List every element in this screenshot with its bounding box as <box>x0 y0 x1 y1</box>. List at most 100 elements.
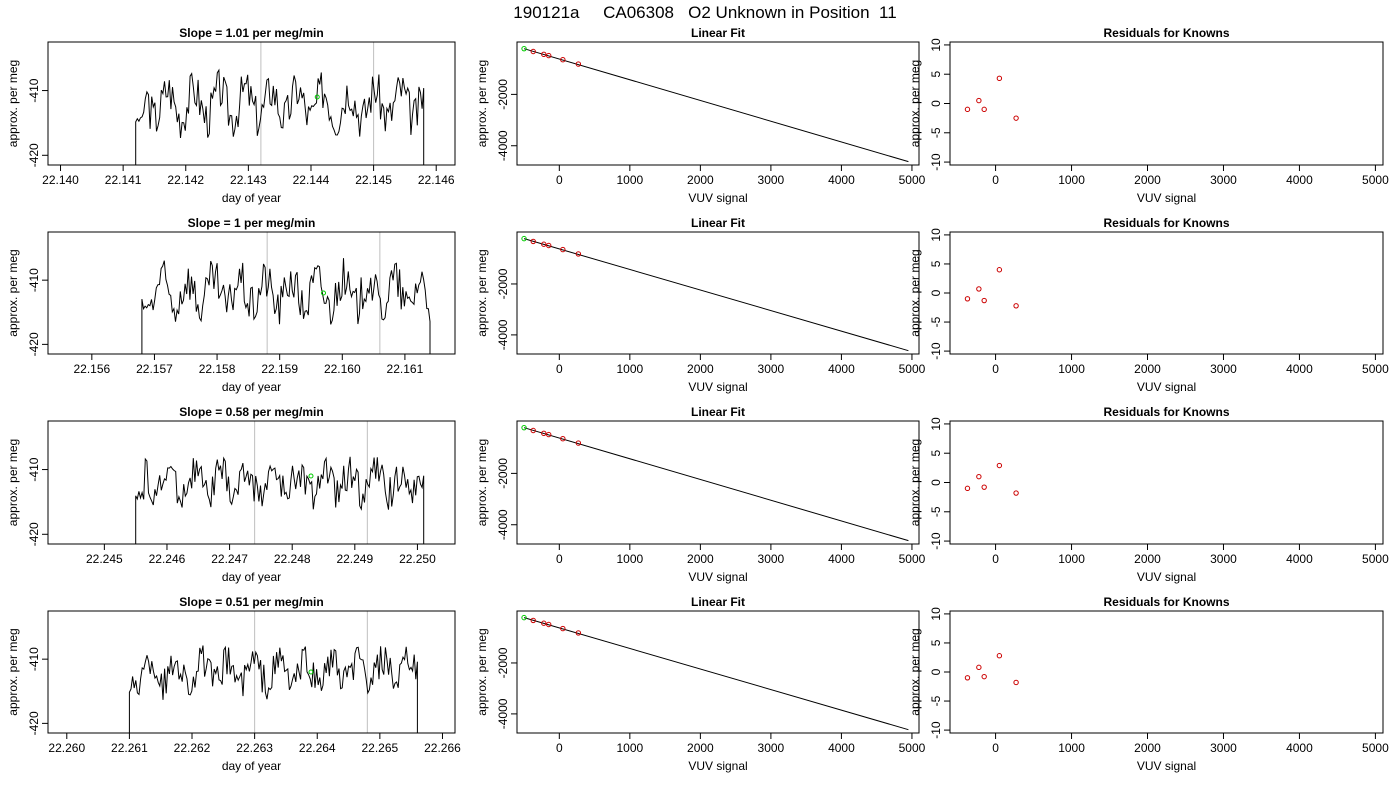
signal-trace <box>128 645 418 733</box>
data-point <box>541 430 547 437</box>
x-axis-label: day of year <box>222 570 281 584</box>
data-point <box>546 431 552 438</box>
data-point <box>964 485 971 492</box>
data-point <box>530 617 536 624</box>
y-tick-label: -420 <box>27 711 41 735</box>
data-point <box>1013 679 1019 686</box>
x-tick-label: 2000 <box>1134 552 1161 566</box>
y-tick-label: -5 <box>929 127 943 138</box>
plot-area <box>141 232 431 354</box>
unknown-point <box>521 424 527 431</box>
data-point <box>530 238 536 245</box>
plot-area <box>964 267 1019 309</box>
x-tick-label: 5000 <box>1362 741 1389 755</box>
panel-title: Slope = 1.01 per meg/min <box>179 26 323 40</box>
x-axis-label: day of year <box>222 759 281 773</box>
data-point <box>976 473 982 480</box>
x-axis-label: day of year <box>222 380 281 394</box>
x-axis-label: VUV signal <box>1137 570 1196 584</box>
plot-area <box>521 235 909 352</box>
panel-title: Residuals for Knowns <box>1103 26 1229 40</box>
data-point <box>976 97 982 104</box>
y-axis-label: approx. per meg <box>908 439 922 526</box>
panel-1: Slope = 1.01 per meg/min day of year appro… <box>6 26 456 205</box>
x-tick-label: 22.261 <box>111 741 148 755</box>
plot-area <box>964 653 1019 686</box>
x-tick-label: 4000 <box>828 741 855 755</box>
plot-frame <box>949 41 1384 166</box>
x-tick-label: 5000 <box>899 362 926 376</box>
unknown-point <box>308 473 314 479</box>
x-tick-label: 22.161 <box>387 362 424 376</box>
plot-frame <box>949 610 1384 734</box>
x-tick-label: 3000 <box>758 741 785 755</box>
data-point <box>964 675 971 681</box>
panel-title: Residuals for Knowns <box>1103 216 1229 230</box>
y-tick-label: -10 <box>929 721 943 739</box>
data-point <box>1013 303 1019 309</box>
plot-area <box>135 421 425 544</box>
x-tick-label: 0 <box>992 362 999 376</box>
unknown-point <box>521 614 527 621</box>
x-tick-label: 2000 <box>687 741 714 755</box>
x-tick-label: 22.266 <box>424 741 461 755</box>
x-tick-label: 0 <box>992 552 999 566</box>
x-tick-label: 5000 <box>899 552 926 566</box>
unknown-point <box>521 45 527 52</box>
plot-area <box>128 611 418 733</box>
x-axis-label: VUV signal <box>688 191 747 205</box>
x-tick-label: 22.260 <box>48 741 85 755</box>
x-tick-label: 22.246 <box>149 552 186 566</box>
plot-frame <box>516 420 920 545</box>
panel-title: Linear Fit <box>691 216 745 230</box>
y-tick-label: -2000 <box>496 79 510 110</box>
data-point <box>575 251 582 257</box>
y-axis-label: approx. per meg <box>6 60 20 147</box>
x-axis-label: VUV signal <box>1137 759 1196 773</box>
x-tick-label: 4000 <box>828 173 855 187</box>
plot-frame <box>516 231 920 355</box>
y-tick-label: -4000 <box>496 698 510 729</box>
y-axis-label: approx. per meg <box>475 249 489 336</box>
y-axis-label: approx. per meg <box>475 60 489 147</box>
data-point <box>560 436 566 442</box>
x-tick-label: 22.141 <box>105 173 142 187</box>
plot-area <box>521 614 909 731</box>
data-point <box>575 440 582 446</box>
data-point <box>575 61 582 67</box>
y-tick-label: 0 <box>929 668 943 675</box>
x-axis-label: VUV signal <box>688 380 747 394</box>
data-point <box>541 51 547 58</box>
x-axis-label: VUV signal <box>1137 380 1196 394</box>
y-tick-label: -410 <box>27 268 41 292</box>
x-tick-label: 0 <box>992 173 999 187</box>
x-tick-label: 1000 <box>616 362 643 376</box>
data-point <box>1013 490 1019 496</box>
x-tick-label: 1000 <box>616 173 643 187</box>
panel-title: Slope = 0.51 per meg/min <box>179 595 323 609</box>
plot-area <box>135 42 425 165</box>
y-axis-label: approx. per meg <box>908 249 922 336</box>
y-axis-label: approx. per meg <box>6 439 20 526</box>
x-tick-label: 22.262 <box>174 741 211 755</box>
x-axis-label: VUV signal <box>1137 191 1196 205</box>
x-tick-label: 2000 <box>687 362 714 376</box>
x-tick-label: 22.146 <box>418 173 455 187</box>
figure-title: 190121a CA06308 O2 Unknown in Position 1… <box>513 3 896 22</box>
panel-4: Slope = 1 per meg/min day of year approx. … <box>6 216 456 394</box>
data-point <box>1013 115 1019 121</box>
data-point <box>546 621 552 628</box>
plot-frame <box>47 420 456 545</box>
data-point <box>976 664 982 671</box>
panel-title: Linear Fit <box>691 595 745 609</box>
x-tick-label: 3000 <box>1210 741 1237 755</box>
x-tick-label: 2000 <box>1134 173 1161 187</box>
panel-6: Residuals for Knowns VUV signal approx. pe… <box>908 216 1389 394</box>
x-tick-label: 3000 <box>758 173 785 187</box>
y-tick-label: -2000 <box>496 268 510 299</box>
x-tick-label: 1000 <box>616 552 643 566</box>
y-tick-label: -5 <box>929 316 943 327</box>
y-tick-label: -2000 <box>496 647 510 678</box>
plot-area <box>964 75 1019 121</box>
x-tick-label: 0 <box>556 741 563 755</box>
